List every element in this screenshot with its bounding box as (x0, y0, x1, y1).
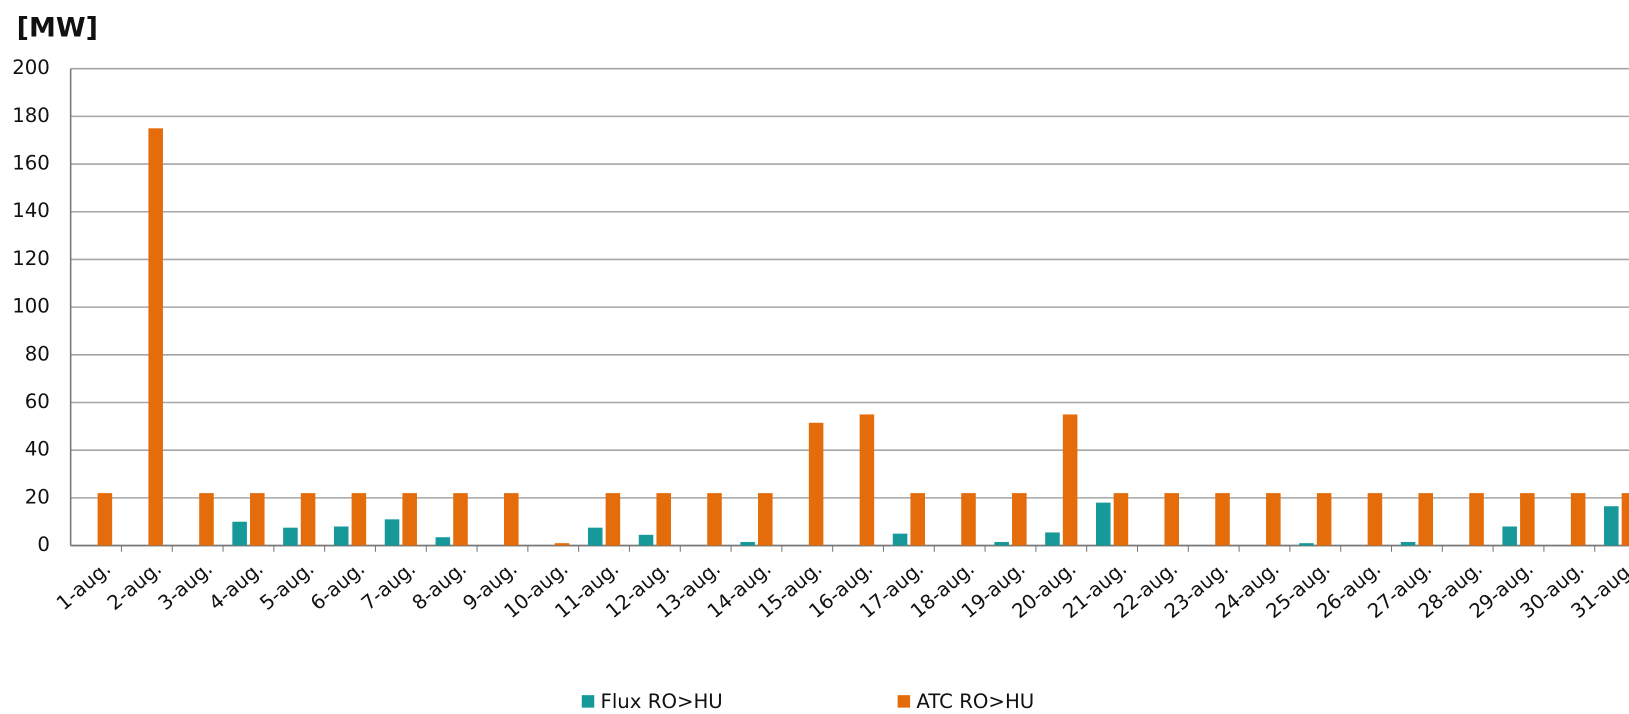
bar (910, 493, 925, 546)
bar (1266, 493, 1281, 546)
bar (587, 527, 603, 546)
bar (1164, 493, 1179, 546)
bar (351, 493, 367, 546)
bar (1400, 541, 1416, 546)
bar (250, 493, 265, 546)
bar (232, 521, 247, 546)
y-tick-label: 120 (12, 247, 50, 270)
bar (605, 493, 621, 546)
bar (707, 493, 722, 546)
y-tick-label: 0 (37, 533, 50, 556)
bar (961, 493, 976, 546)
x-tick-label: 1-aug. (52, 557, 115, 615)
legend-swatch (897, 695, 911, 708)
y-tick-label: 60 (25, 390, 50, 413)
bar (1469, 493, 1484, 546)
bar (148, 128, 163, 546)
y-tick-label: 160 (12, 152, 50, 175)
x-tick-label: 3-aug. (154, 557, 217, 615)
bar (1570, 493, 1586, 546)
bar (1012, 493, 1027, 546)
bar (1299, 543, 1314, 546)
x-tick-label: 2-aug. (103, 557, 166, 615)
y-tick-label: 20 (25, 485, 50, 508)
x-tick-label: 7-aug. (357, 557, 420, 615)
legend-label: ATC RO>HU (916, 690, 1034, 713)
bar (1045, 532, 1060, 546)
bar (1095, 502, 1111, 546)
bar (453, 493, 468, 546)
bar (656, 493, 671, 546)
x-tick-label: 8-aug. (408, 557, 471, 615)
bar (1621, 493, 1629, 546)
y-tick-label: 180 (12, 104, 50, 127)
y-tick-label: 40 (25, 438, 50, 461)
bar (892, 533, 908, 546)
bar (1062, 414, 1078, 546)
bar (1367, 493, 1383, 546)
bar (859, 414, 875, 546)
y-tick-label: 100 (12, 295, 50, 318)
bar (1215, 493, 1230, 546)
bar (333, 526, 349, 546)
bar (97, 493, 113, 546)
bar (1520, 493, 1535, 546)
y-tick-label: 140 (12, 199, 50, 222)
y-tick-label: 80 (25, 342, 50, 365)
bar (283, 527, 298, 546)
y-axis-label: [MW] (17, 13, 98, 44)
x-tick-label: 4-aug. (205, 557, 268, 615)
bar (994, 541, 1009, 546)
bar (554, 543, 570, 546)
bar (384, 519, 400, 546)
legend-label: Flux RO>HU (600, 690, 722, 713)
bar (808, 422, 824, 546)
bar (504, 493, 519, 546)
bar (435, 537, 451, 546)
bar (199, 493, 214, 546)
bar (638, 534, 654, 546)
bar (1502, 526, 1517, 546)
bar (740, 541, 755, 546)
bar (1113, 493, 1129, 546)
x-tick-label: 6-aug. (306, 557, 369, 615)
bar (1604, 506, 1619, 546)
bar (758, 493, 773, 546)
legend-swatch (581, 695, 595, 708)
bar (300, 493, 316, 546)
bar (1418, 493, 1434, 546)
bar (402, 493, 417, 546)
y-tick-label: 200 (12, 56, 50, 79)
bar (1316, 493, 1332, 546)
x-tick-label: 5-aug. (255, 557, 318, 615)
